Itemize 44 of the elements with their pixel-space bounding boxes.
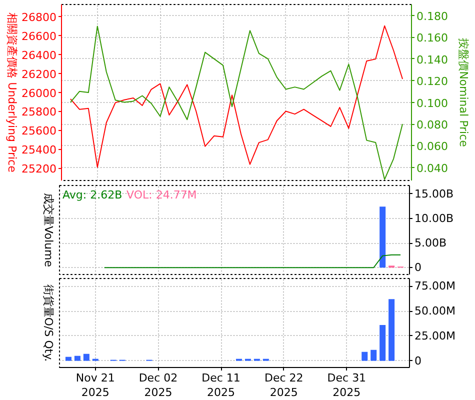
y2-tick-label: 0.180 (416, 10, 448, 23)
y-tick-label: 26600 (22, 30, 57, 43)
y2-tick-label: 0.100 (416, 96, 448, 110)
y-tick-label: 25.00M (414, 329, 456, 342)
x-tick-label: Nov 21 2025 (76, 372, 115, 399)
y-tick-label: 26200 (22, 68, 57, 81)
bar (380, 206, 386, 268)
bar (370, 350, 377, 361)
y-tick-label: 0 (414, 354, 422, 368)
y-tick-label: 75.00M (414, 280, 456, 293)
bar (388, 299, 395, 361)
y-tick-label: 25200 (22, 162, 57, 176)
y-axis-title: 街貨量O/S Qty. (42, 284, 55, 362)
y-tick-label: 15.00B (414, 187, 454, 200)
y2-tick-label: 0.080 (416, 118, 448, 132)
y2-tick-label: 0.160 (416, 32, 448, 45)
bar (74, 356, 80, 361)
y-tick-label: 26400 (22, 48, 57, 62)
text: VOL: 24.77M (126, 188, 197, 202)
y-axis-title: 相關資產價格 Underlying Price (6, 12, 18, 173)
y2-tick-label: 0.040 (416, 162, 448, 175)
y-tick-label: 25400 (22, 144, 57, 157)
bar (380, 324, 386, 361)
y2-axis-title: 按盤價Nominal Price (456, 38, 470, 148)
bar (83, 354, 90, 361)
x-tick-label: Dec 11 2025 (202, 372, 240, 399)
bar (65, 356, 72, 361)
y-tick-label: 0 (414, 261, 422, 274)
y-tick-label: 50.00M (414, 304, 456, 318)
x-tick-label: Dec 02 2025 (138, 372, 178, 399)
y-tick-label: 26800 (22, 10, 57, 24)
text: Avg: 2.62B (62, 188, 122, 202)
y-tick-label: 25600 (22, 124, 57, 138)
y2-tick-label: 0.140 (416, 53, 448, 66)
y2-tick-label: 0.120 (416, 75, 448, 88)
y-tick-label: 25800 (22, 106, 57, 119)
y-tick-label: 10.00B (414, 212, 454, 225)
y-tick-label: 5.00B (414, 236, 447, 250)
y-axis-title: 成交量Volume (42, 193, 55, 268)
y-tick-label: 26000 (22, 86, 57, 100)
y2-tick-label: 0.060 (416, 140, 448, 154)
bar (362, 352, 368, 361)
x-tick-label: Dec 22 2025 (264, 372, 304, 399)
x-tick-label: Dec 31 2025 (327, 372, 366, 399)
